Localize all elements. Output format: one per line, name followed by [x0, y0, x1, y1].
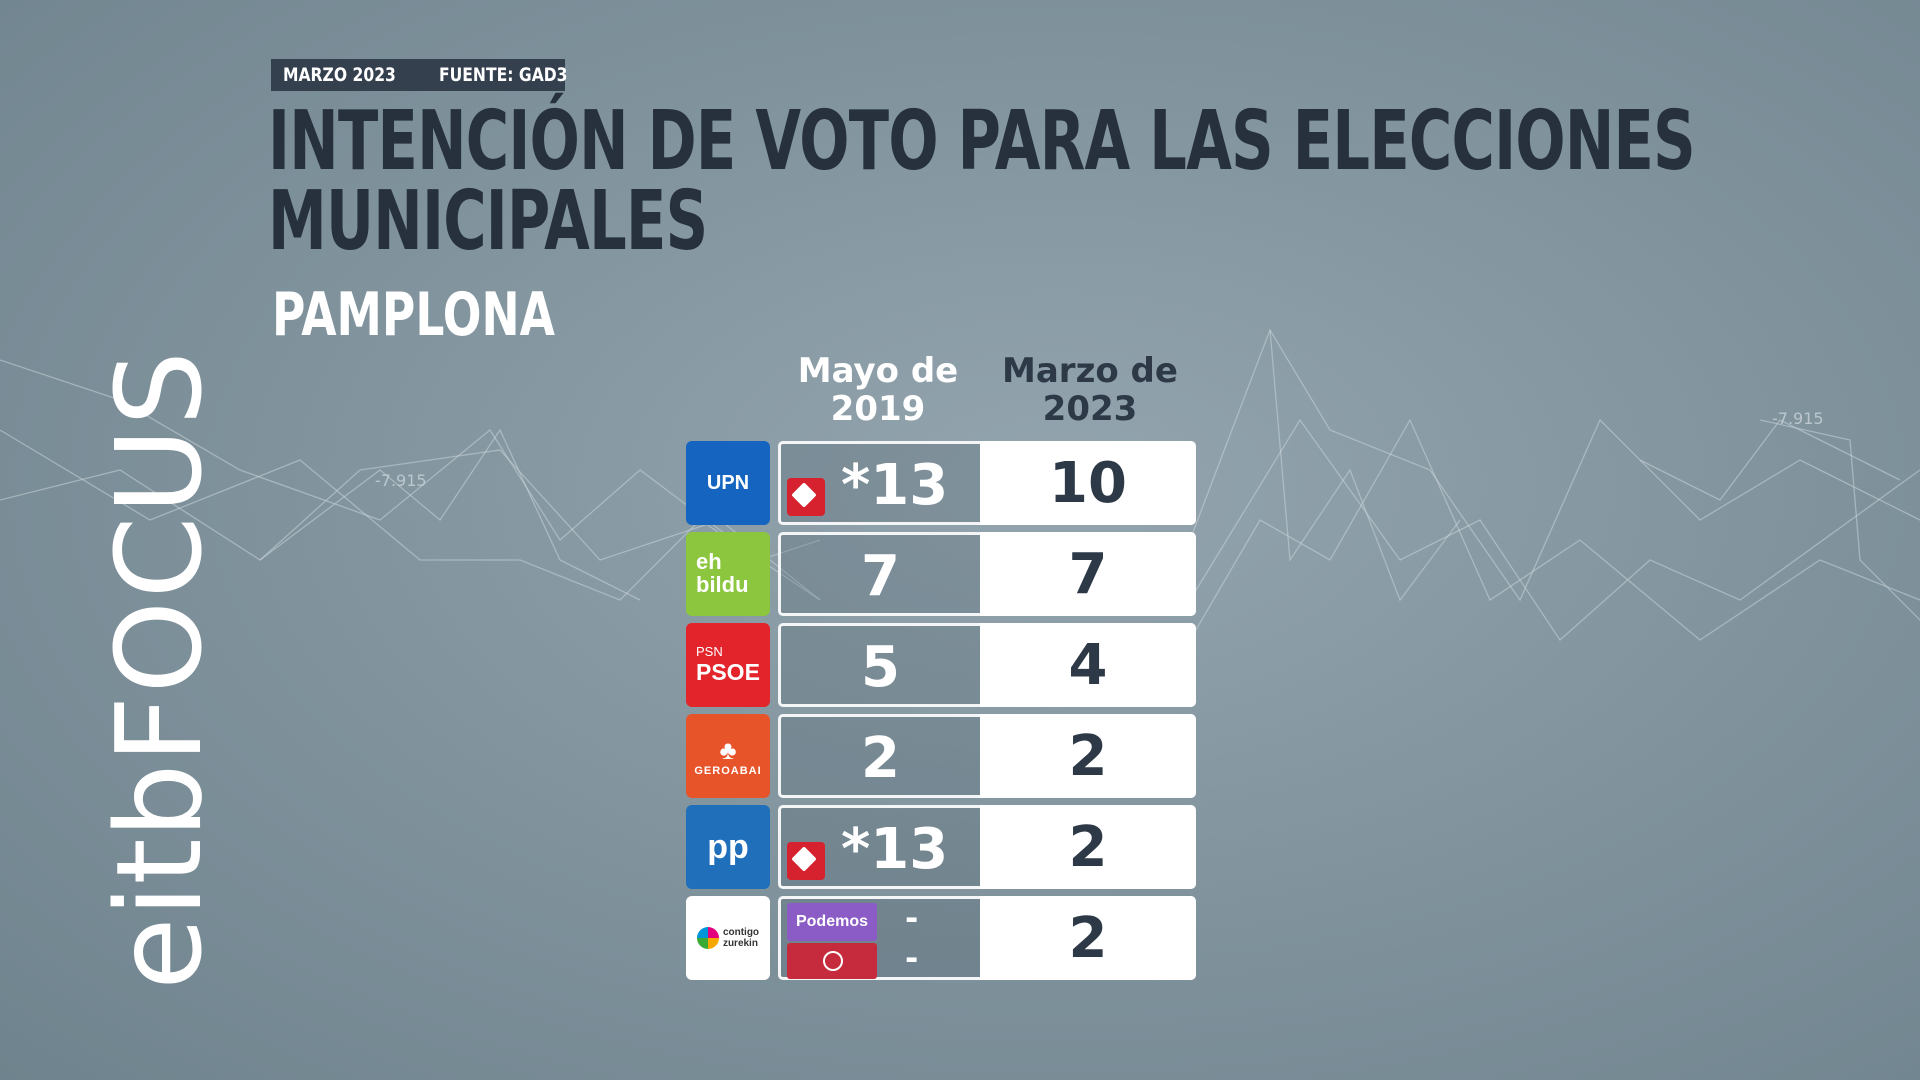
zurekin-municipal-logo: [787, 943, 877, 979]
geroabai-logo-text: GEROABAI: [694, 765, 762, 777]
psoe-logo-text-1: PSN: [696, 644, 723, 659]
brand-eitb: eitb: [90, 763, 228, 990]
cell-2019-bildu: 7: [778, 532, 980, 616]
value-2019-psoe: 5: [861, 635, 900, 700]
value-2023-pp: 2: [980, 805, 1196, 889]
brand-focus: FOCUS: [90, 349, 228, 764]
bildu-logo-text-2: bildu: [696, 572, 749, 597]
psoe-logo: PSN PSOE: [686, 623, 770, 707]
column-header-2023: Marzo de 2023: [990, 352, 1190, 428]
pp-logo-text: pp: [707, 827, 749, 866]
title-line-2: MUNICIPALES: [268, 174, 708, 269]
cell-2019-contigo-zurekin: Podemos - -: [778, 896, 980, 980]
bildu-logo: eh bildu: [686, 532, 770, 616]
eitb-focus-logo: eitbFOCUS: [90, 270, 228, 990]
value-2019-upn: *13: [841, 453, 949, 518]
value-2023-contigo-zurekin: 2: [980, 896, 1196, 980]
column-header-2023-line-2: 2023: [1042, 389, 1138, 429]
survey-source: FUENTE: GAD3: [438, 64, 568, 86]
contigo-logo-text-1: contigo: [722, 927, 760, 938]
table-row-contigo-zurekin: contigo zurekin Podemos - - 2: [686, 896, 1196, 980]
column-header-2019: Mayo de 2019: [778, 352, 978, 428]
table-row-pp: pp *13 2: [686, 805, 1196, 889]
contigo-logo-text-2: zurekin: [722, 938, 758, 949]
svg-text:-7.915: -7.915: [1772, 409, 1824, 428]
pp-logo: pp: [686, 805, 770, 889]
value-2023-bildu: 7: [980, 532, 1196, 616]
cell-2019-upn: *13: [778, 441, 980, 525]
source-bar: MARZO 2023 FUENTE: GAD3: [271, 59, 568, 91]
tree-icon: ♣: [719, 735, 737, 765]
value-2019-zurekin: -: [905, 939, 919, 977]
column-header-2019-line-1: Mayo de: [797, 351, 959, 391]
na-plus-icon: [787, 842, 825, 880]
title-line-1: INTENCIÓN DE VOTO PARA LAS ELECCIONES: [268, 94, 1696, 189]
na-plus-icon: [787, 478, 825, 516]
cell-2019-pp: *13: [778, 805, 980, 889]
table-row-bildu: eh bildu 7 7: [686, 532, 1196, 616]
value-2023-upn: 10: [980, 441, 1196, 525]
table-row-geroabai: ♣ GEROABAI 2 2: [686, 714, 1196, 798]
value-2019-pp: *13: [841, 817, 949, 882]
multicolor-ring-icon: [696, 927, 719, 949]
contigo-zurekin-logo: contigo zurekin: [686, 896, 770, 980]
upn-logo: UPN: [686, 441, 770, 525]
cell-2019-geroabai: 2: [778, 714, 980, 798]
bildu-logo-text-1: eh: [696, 549, 722, 574]
value-2023-geroabai: 2: [980, 714, 1196, 798]
svg-text:-7.915: -7.915: [375, 471, 427, 490]
geroabai-logo: ♣ GEROABAI: [686, 714, 770, 798]
cell-2019-psoe: 5: [778, 623, 980, 707]
table-row-upn: UPN *13 10: [686, 441, 1196, 525]
value-2023-psoe: 4: [980, 623, 1196, 707]
value-2019-podemos: -: [905, 899, 919, 937]
chart-subtitle: PAMPLONA: [272, 280, 555, 350]
column-header-2023-line-1: Marzo de: [1002, 351, 1178, 391]
table-row-psoe: PSN PSOE 5 4: [686, 623, 1196, 707]
podemos-logo: Podemos: [787, 903, 877, 941]
survey-date: MARZO 2023: [283, 64, 396, 86]
upn-logo-text: UPN: [706, 471, 750, 494]
chart-title: INTENCIÓN DE VOTO PARA LAS ELECCIONES MU…: [268, 94, 1696, 269]
column-header-2019-line-2: 2019: [830, 389, 926, 429]
value-2019-bildu: 7: [861, 544, 900, 609]
psoe-logo-text-2: PSOE: [696, 659, 760, 685]
value-2019-geroabai: 2: [861, 726, 900, 791]
